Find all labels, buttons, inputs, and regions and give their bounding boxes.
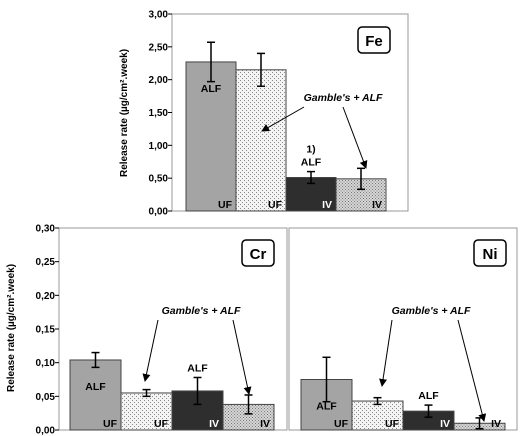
bars-ni: UF ALF UF IV ALF IV <box>300 356 506 431</box>
annotation-arrow-fe-1 <box>261 106 305 132</box>
bar-fe-2 <box>235 69 287 212</box>
bar-sublabel-cr-3: IV <box>209 418 219 430</box>
bar-sublabel-cr-2: UF <box>154 418 169 430</box>
annotation-arrow-ni-1 <box>379 319 393 387</box>
y-tick-label-fe: 3,00 <box>149 10 169 21</box>
bar-sublabel-cr-1: UF <box>103 418 118 430</box>
bar-sublabel-ni-3: IV <box>440 418 450 430</box>
y-tick-label-cr: 0,25 <box>36 257 56 268</box>
y-tick-label-fe: 1,50 <box>149 108 169 119</box>
y-tick-label-cr: 0,10 <box>36 358 56 369</box>
bar-sublabel-cr-4: IV <box>260 418 270 430</box>
bar-ni-2 <box>351 400 404 431</box>
annotation-ni: Gamble's + ALF <box>392 305 471 317</box>
bar-sublabel-ni-2: UF <box>385 418 400 430</box>
title-box-fe: Fe <box>357 26 391 54</box>
panel-title-fe: Fe <box>365 33 383 50</box>
y-tick-label-cr: 0,15 <box>36 325 56 336</box>
y-tick-label-fe: 0,00 <box>149 207 169 218</box>
bar-sublabel-ni-4: IV <box>491 418 501 430</box>
y-tick-label-cr: 0,20 <box>36 291 56 302</box>
bar-label-fe-1: ALF <box>201 83 222 95</box>
y-ticks-fe: 0,00 0,50 1,00 1,50 2,00 2,50 3,00 <box>149 10 172 218</box>
bar-label-ni-1: ALF <box>316 401 337 413</box>
bars-cr: UF ALF UF IV ALF IV <box>69 351 275 431</box>
panel-cr: 0,00 0,05 0,10 0,15 0,20 0,25 0,30 UF ALF UF IV AL… <box>6 224 288 436</box>
annotation-arrow-ni-2 <box>457 319 487 422</box>
annotation-fe: Gamble's + ALF <box>304 92 383 104</box>
bar-sublabel-fe-3: IV <box>322 199 332 211</box>
bar-label-fe-3: ALF <box>301 157 322 169</box>
panel-title-cr: Cr <box>250 246 267 263</box>
bar-footnote-fe-3: 1) <box>306 144 315 156</box>
bar-sublabel-fe-4: IV <box>372 199 382 211</box>
y-tick-label-fe: 1,00 <box>149 141 169 152</box>
title-box-ni: Ni <box>473 239 507 267</box>
annotation-arrow-fe-2 <box>342 106 368 169</box>
bar-sublabel-fe-1: UF <box>218 199 233 211</box>
y-tick-label-fe: 2,00 <box>149 75 169 86</box>
bar-label-cr-1: ALF <box>85 381 106 393</box>
y-axis-label-fe: Release rate (µg/cm².week) <box>119 49 130 177</box>
panel-title-ni: Ni <box>483 246 498 263</box>
bar-label-ni-3: ALF <box>418 390 439 402</box>
y-tick-label-cr: 0,00 <box>36 426 56 436</box>
bar-cr-3 <box>171 390 224 431</box>
bar-sublabel-ni-1: UF <box>334 418 349 430</box>
title-box-cr: Cr <box>241 239 275 267</box>
panel-ni: UF ALF UF IV ALF IV Ni Gamble's + ALF <box>288 227 518 431</box>
bar-fe-1 <box>185 61 237 212</box>
bar-sublabel-fe-2: UF <box>268 199 283 211</box>
y-tick-label-cr: 0,30 <box>36 224 56 235</box>
y-tick-label-fe: 0,50 <box>149 174 169 185</box>
bar-label-cr-3: ALF <box>187 362 208 374</box>
y-ticks-cr: 0,00 0,05 0,10 0,15 0,20 0,25 0,30 <box>36 224 59 436</box>
y-tick-label-fe: 2,50 <box>149 42 169 53</box>
annotation-arrow-cr-2 <box>232 319 252 395</box>
y-tick-label-cr: 0,05 <box>36 392 56 403</box>
y-axis-label-cr: Release rate (µg/cm².week) <box>6 264 17 392</box>
annotation-cr: Gamble's + ALF <box>162 305 241 317</box>
panel-fe: 0,00 0,50 1,00 1,50 2,00 2,50 3,00 UF ALF UF IV AL… <box>119 10 409 218</box>
annotation-arrow-cr-1 <box>142 319 159 382</box>
